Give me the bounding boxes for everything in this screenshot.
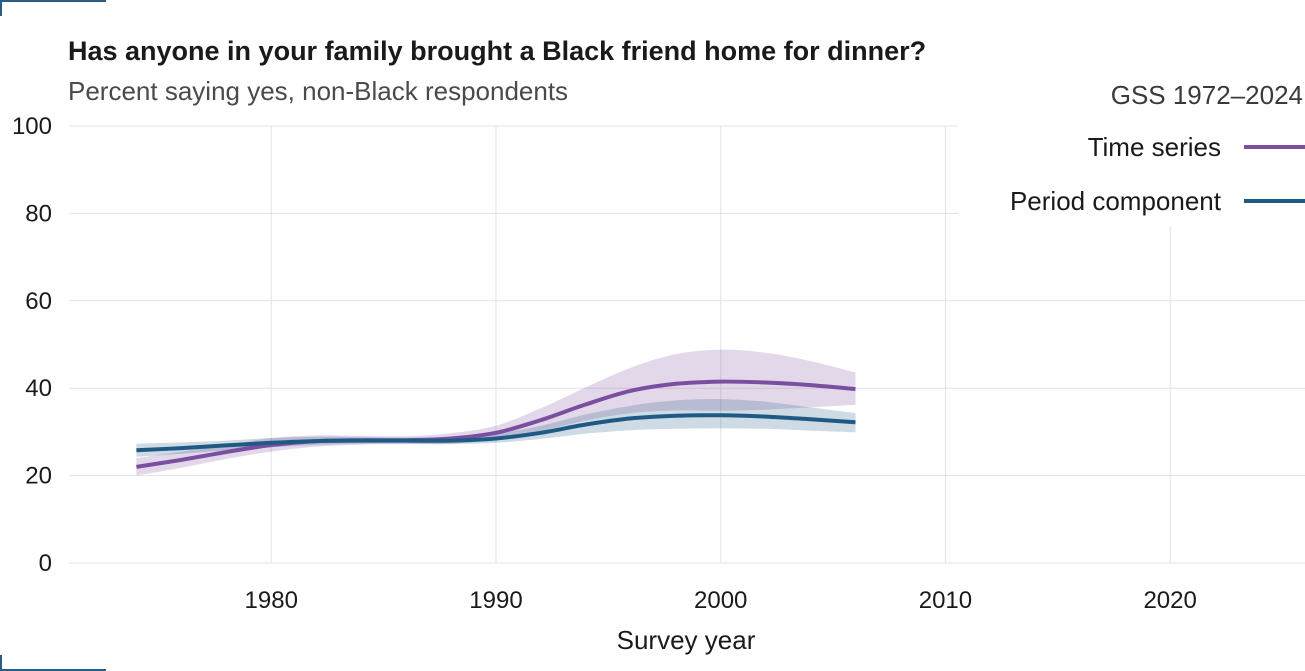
line-period-component: [136, 413, 856, 453]
legend-label-period-component: Period component: [1010, 186, 1222, 216]
x-axis-title: Survey year: [617, 625, 756, 655]
chart-title: Has anyone in your family brought a Blac…: [68, 36, 927, 66]
corner-bracket-bottom: [0, 655, 106, 671]
y-axis-ticks: 0 20 40 60 80 100: [12, 113, 52, 577]
series-lines: [136, 379, 856, 469]
x-tick-label-1990: 1990: [469, 587, 522, 614]
chart-subtitle: Percent saying yes, non-Black respondent…: [68, 76, 569, 106]
y-tick-label-20: 20: [25, 463, 52, 490]
y-tick-label-0: 0: [39, 550, 52, 577]
corner-bracket-top: [0, 0, 106, 16]
source-label: GSS 1972–2024: [1111, 80, 1303, 110]
x-tick-label-2000: 2000: [694, 587, 747, 614]
x-tick-label-1980: 1980: [245, 587, 298, 614]
band-time-series: [136, 349, 856, 476]
x-axis-ticks: 1980 1990 2000 2010 2020: [245, 587, 1197, 614]
legend-label-time-series: Time series: [1088, 132, 1221, 162]
y-tick-label-100: 100: [12, 113, 52, 140]
x-tick-label-2010: 2010: [919, 587, 972, 614]
line-time-series: [136, 379, 856, 469]
x-tick-label-2020: 2020: [1143, 587, 1196, 614]
y-tick-label-80: 80: [25, 200, 52, 227]
y-tick-label-60: 60: [25, 288, 52, 315]
legend: GSS 1972–2024 Time series Period compone…: [958, 80, 1305, 226]
y-tick-label-40: 40: [25, 375, 52, 402]
